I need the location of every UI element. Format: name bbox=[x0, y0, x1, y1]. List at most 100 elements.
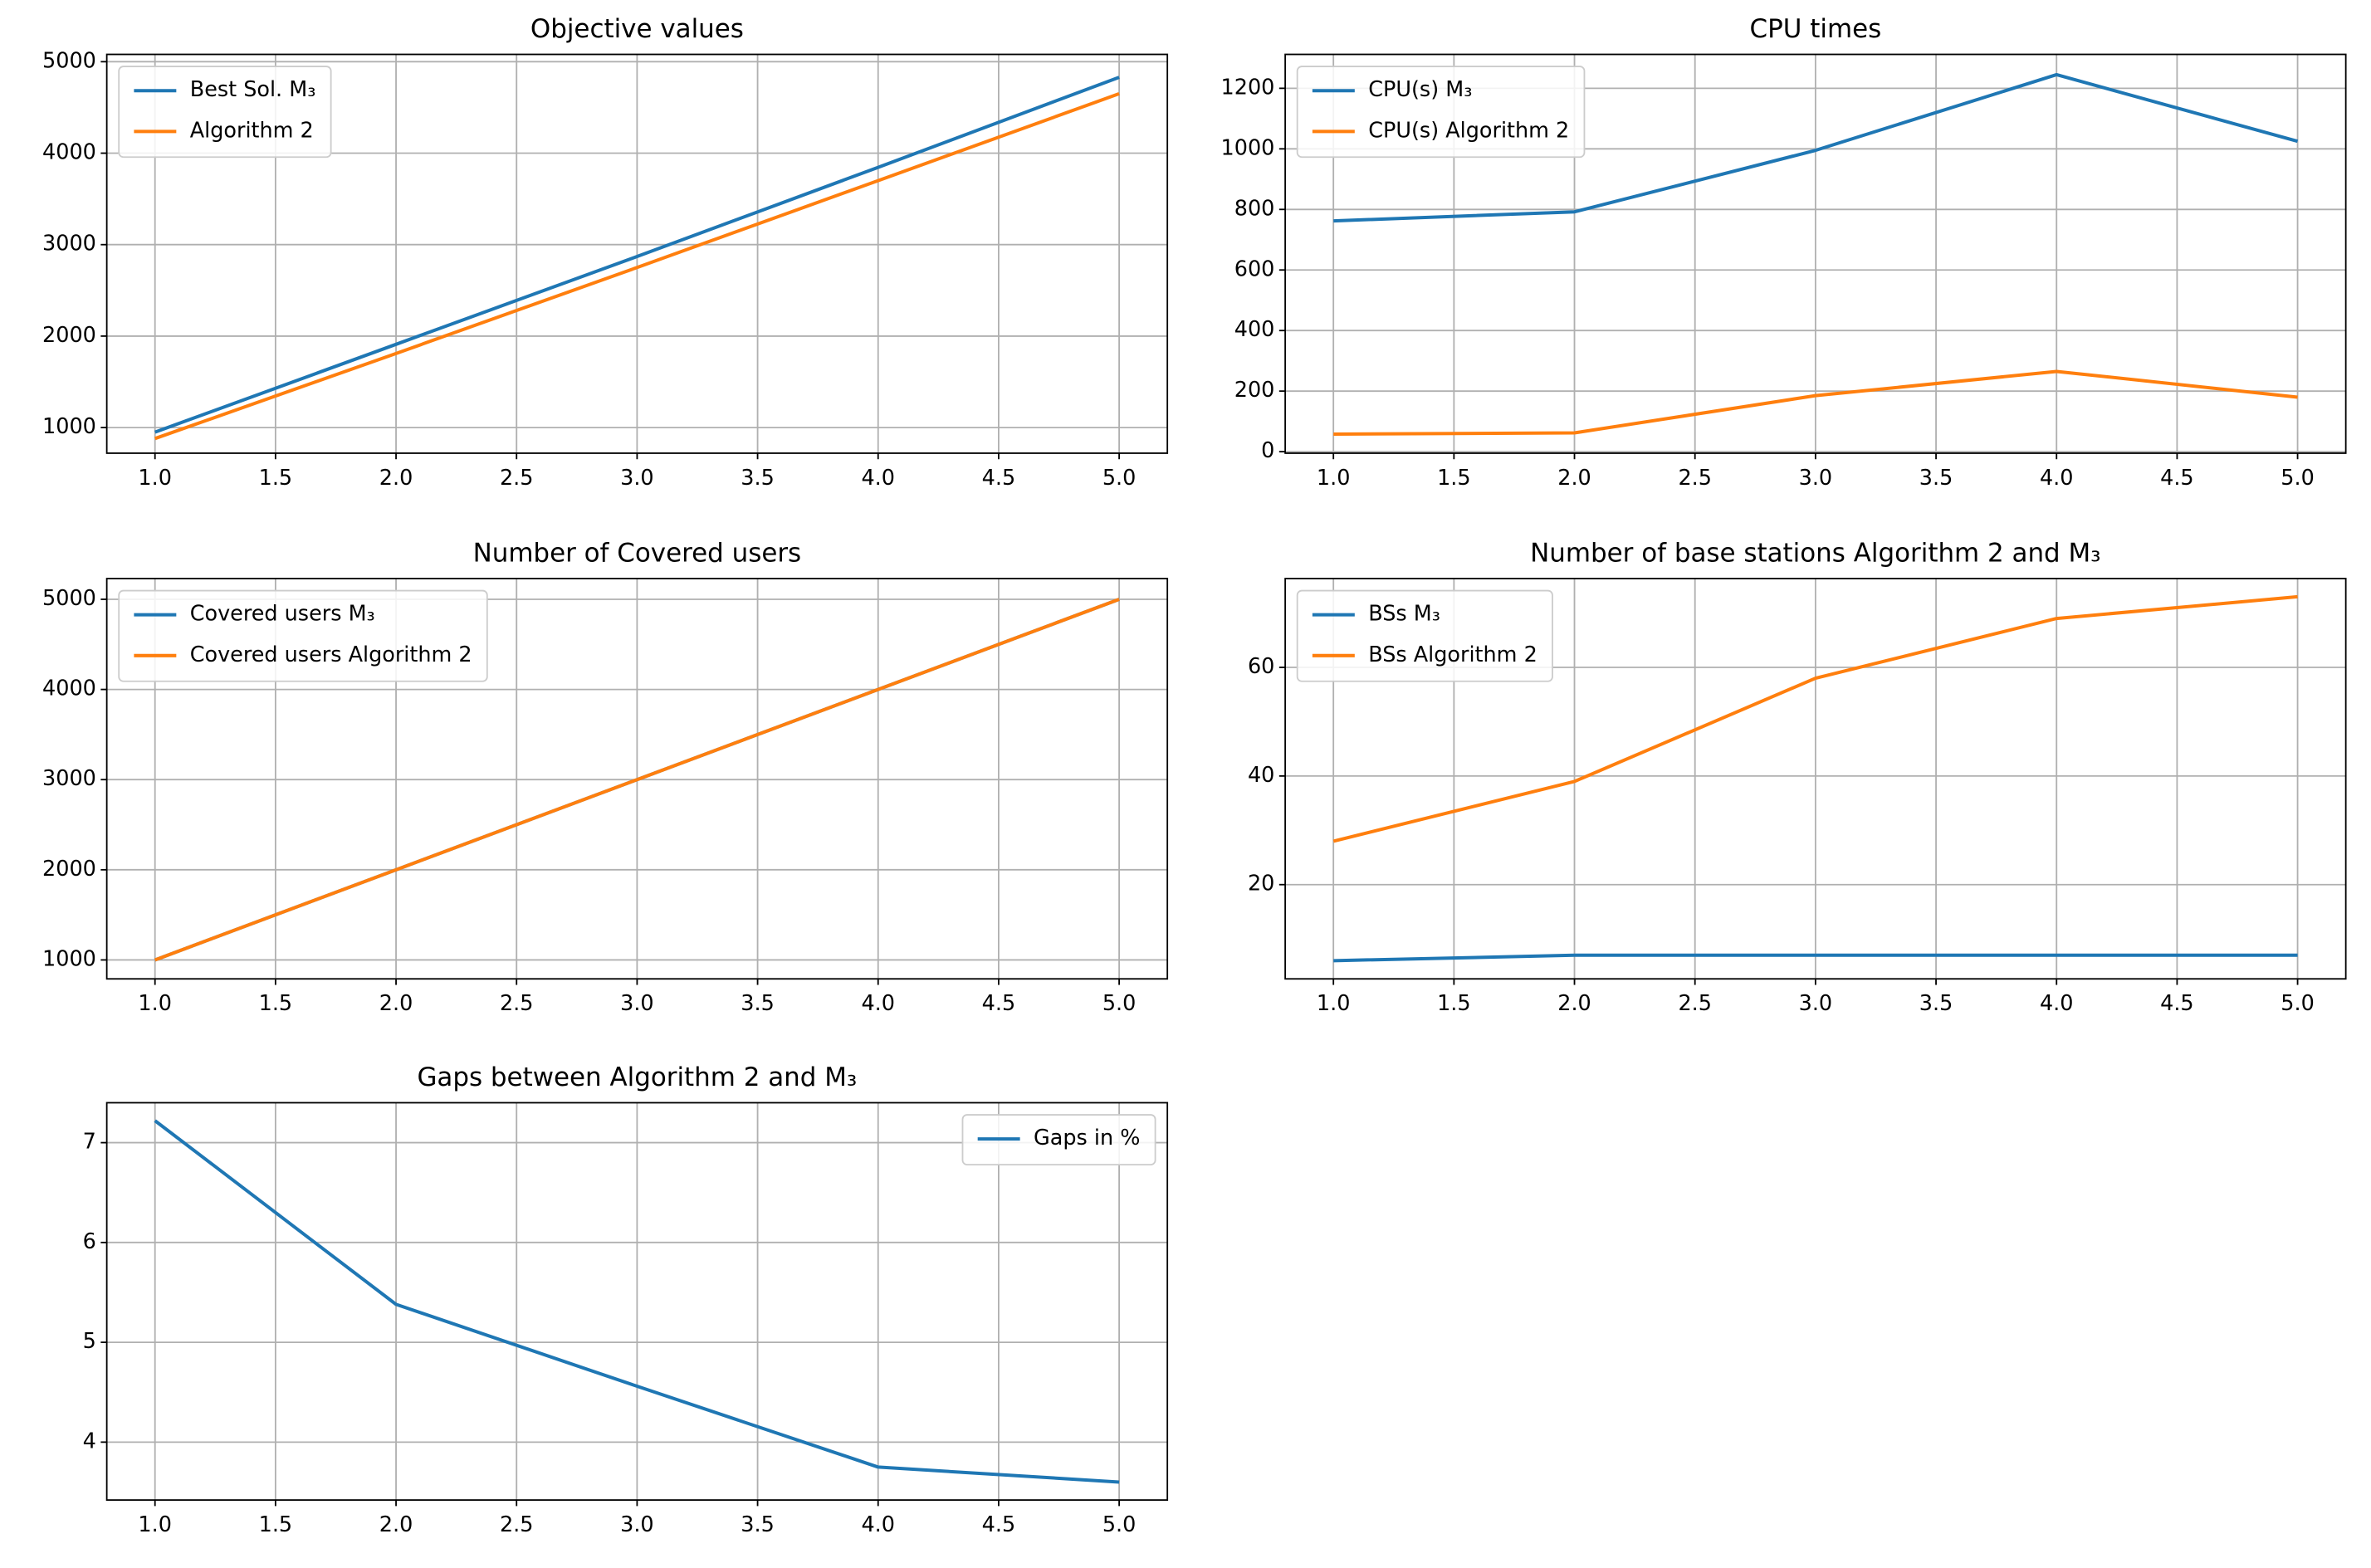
y-tick-label: 6 bbox=[83, 1229, 96, 1254]
x-tick-label: 2.0 bbox=[1557, 466, 1591, 491]
axes-frame bbox=[1284, 53, 2347, 454]
legend-frame bbox=[118, 589, 488, 682]
x-tick-label: 1.0 bbox=[1317, 466, 1351, 491]
legend: Gaps in % bbox=[961, 1114, 1156, 1166]
y-tick-label: 5000 bbox=[42, 586, 96, 611]
y-tick-label: 1000 bbox=[42, 946, 96, 971]
x-tick-label: 1.0 bbox=[1317, 991, 1351, 1016]
x-tick-label: 2.5 bbox=[1678, 991, 1712, 1016]
y-tick-label: 2000 bbox=[42, 857, 96, 882]
axes-frame bbox=[105, 1102, 1169, 1502]
axes-frame bbox=[105, 578, 1169, 980]
axes-frame bbox=[1284, 578, 2347, 980]
axes-frame bbox=[105, 53, 1169, 454]
y-tick-label: 5000 bbox=[42, 48, 96, 73]
x-tick-label: 3.0 bbox=[620, 466, 654, 491]
legend-label: CPU(s) Algorithm 2 bbox=[1368, 118, 1569, 143]
y-tick-label: 4000 bbox=[42, 140, 96, 165]
subplot: Objective values 1.0 1.5 2.0 2.5 3.0 3.5 4.0 4.5… bbox=[42, 14, 1169, 491]
y-tick-label: 4000 bbox=[42, 677, 96, 701]
y-tick-label: 3000 bbox=[42, 766, 96, 791]
legend-label: CPU(s) M₃ bbox=[1368, 77, 1472, 102]
plot-area bbox=[154, 76, 1120, 441]
y-tick-label: 0 bbox=[1261, 438, 1274, 463]
y-tick-label: 3000 bbox=[42, 232, 96, 256]
x-tick-label: 4.0 bbox=[2040, 466, 2074, 491]
y-tick-label: 7 bbox=[83, 1130, 96, 1155]
legend: CPU(s) M₃ CPU(s) Algorithm 2 bbox=[1296, 66, 1586, 159]
data-line bbox=[154, 1119, 1120, 1484]
x-tick-label: 2.5 bbox=[500, 991, 534, 1016]
data-line bbox=[1333, 369, 2298, 436]
legend-frame bbox=[961, 1114, 1156, 1166]
legend-label: Covered users M₃ bbox=[190, 602, 375, 627]
y-tick-label: 400 bbox=[1234, 317, 1275, 342]
y-tick-label: 200 bbox=[1234, 378, 1275, 403]
x-tick-label: 3.5 bbox=[741, 466, 775, 491]
x-tick-label: 3.5 bbox=[1919, 991, 1953, 1016]
x-tick-label: 5.0 bbox=[2281, 991, 2315, 1016]
x-tick-label: 4.5 bbox=[2160, 466, 2194, 491]
x-tick-label: 2.5 bbox=[1678, 466, 1712, 491]
x-tick-label: 3.5 bbox=[741, 1512, 775, 1537]
legend: Best Sol. M₃ Algorithm 2 bbox=[118, 66, 332, 159]
x-tick-label: 4.0 bbox=[861, 466, 895, 491]
x-tick-label: 2.0 bbox=[379, 466, 413, 491]
x-tick-label: 3.0 bbox=[1799, 466, 1833, 491]
x-tick-label: 4.5 bbox=[2160, 991, 2194, 1016]
x-tick-label: 5.0 bbox=[1102, 991, 1137, 1016]
y-tick-label: 5 bbox=[83, 1329, 96, 1354]
x-tick-label: 3.5 bbox=[1919, 466, 1953, 491]
y-tick-label: 1000 bbox=[1221, 135, 1275, 160]
x-tick-label: 1.5 bbox=[1437, 466, 1471, 491]
x-tick-label: 2.5 bbox=[500, 1512, 534, 1537]
chart-title: CPU times bbox=[1750, 14, 1882, 44]
x-tick-label: 2.0 bbox=[379, 991, 413, 1016]
data-line bbox=[154, 598, 1120, 962]
y-tick-label: 600 bbox=[1234, 256, 1275, 281]
legend: BSs M₃ BSs Algorithm 2 bbox=[1296, 589, 1553, 682]
y-tick-label: 4 bbox=[83, 1429, 96, 1453]
y-tick-label: 20 bbox=[1248, 872, 1274, 896]
data-line bbox=[154, 92, 1120, 441]
plot-area bbox=[1333, 72, 2299, 436]
legend-label: BSs M₃ bbox=[1368, 602, 1440, 627]
legend-label: Best Sol. M₃ bbox=[190, 77, 316, 102]
legend-label: Covered users Algorithm 2 bbox=[190, 642, 472, 667]
data-line bbox=[1332, 594, 2298, 843]
subplot: CPU times 1.0 1.5 2.0 2.5 3.0 3.5 4.0 4.5 5.0 0 200… bbox=[1221, 14, 2347, 491]
y-tick-label: 60 bbox=[1248, 654, 1274, 679]
x-tick-label: 4.5 bbox=[982, 1512, 1016, 1537]
x-tick-label: 1.5 bbox=[259, 466, 293, 491]
x-tick-label: 4.5 bbox=[982, 991, 1016, 1016]
x-tick-label: 5.0 bbox=[1102, 1512, 1137, 1537]
legend-frame bbox=[1296, 589, 1553, 682]
legend-label: BSs Algorithm 2 bbox=[1368, 642, 1537, 667]
x-tick-label: 3.0 bbox=[1799, 991, 1833, 1016]
x-tick-label: 4.0 bbox=[861, 991, 895, 1016]
x-tick-label: 5.0 bbox=[1102, 466, 1137, 491]
legend: Covered users M₃ Covered users Algorithm … bbox=[118, 589, 488, 682]
data-line bbox=[154, 76, 1120, 434]
chart-title: Gaps between Algorithm 2 and M₃ bbox=[417, 1062, 857, 1092]
x-tick-label: 1.5 bbox=[1437, 991, 1471, 1016]
x-tick-label: 1.0 bbox=[138, 991, 172, 1016]
x-tick-label: 4.0 bbox=[861, 1512, 895, 1537]
y-tick-label: 1000 bbox=[42, 414, 96, 439]
chart-title: Objective values bbox=[530, 14, 744, 44]
y-tick-label: 800 bbox=[1234, 196, 1275, 221]
subplot: Number of Covered users 1.0 1.5 2.0 2.5 3.0 3.… bbox=[42, 538, 1169, 1016]
plot-area bbox=[154, 598, 1120, 962]
y-tick-label: 2000 bbox=[42, 323, 96, 348]
legend-label: Algorithm 2 bbox=[190, 118, 314, 143]
chart-title: Number of base stations Algorithm 2 and … bbox=[1530, 538, 2100, 568]
subplot: Gaps between Algorithm 2 and M₃ 1.0 1.5 2.0… bbox=[83, 1062, 1169, 1537]
x-tick-label: 1.5 bbox=[259, 991, 293, 1016]
x-tick-label: 1.0 bbox=[138, 466, 172, 491]
x-tick-label: 1.5 bbox=[259, 1512, 293, 1537]
x-tick-label: 1.0 bbox=[138, 1512, 172, 1537]
data-line bbox=[1333, 72, 2299, 223]
x-tick-label: 5.0 bbox=[2281, 466, 2315, 491]
subplot: Number of base stations Algorithm 2 and … bbox=[1248, 538, 2347, 1016]
x-tick-label: 3.0 bbox=[620, 1512, 654, 1537]
